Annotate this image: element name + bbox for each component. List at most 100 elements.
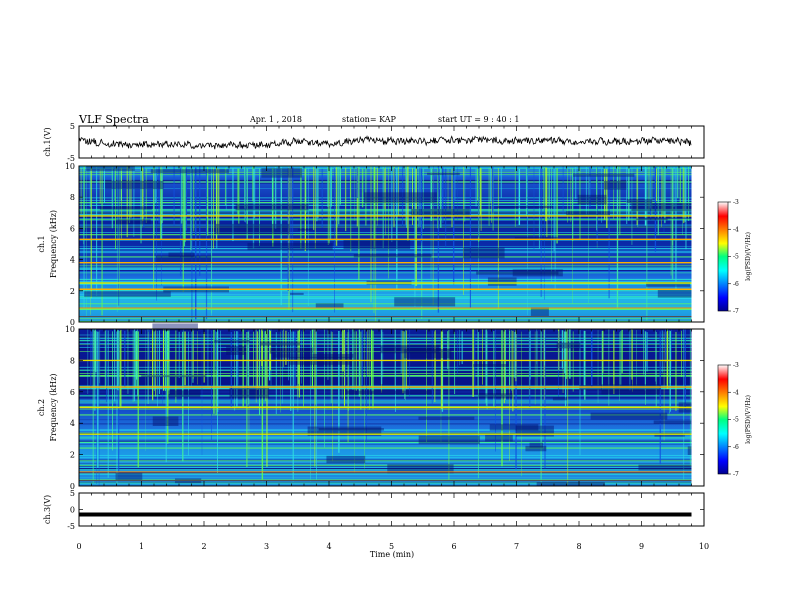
y-tick-label: 2 [70, 287, 75, 296]
low-power-patch [84, 291, 171, 297]
frequency-axis-label: Frequency (kHz) [49, 373, 58, 441]
colorbar: -7 -6 -5 -4 -3 log(PSD)(V²/Hz) [717, 362, 752, 478]
y-tick-label: 4 [70, 419, 75, 428]
colorbar-tick-label: -5 [733, 417, 739, 424]
spectrogram-image [78, 323, 692, 486]
low-power-patch [411, 208, 470, 217]
low-power-patch [380, 345, 440, 354]
colorbar-tick-label: -6 [733, 281, 739, 288]
low-power-patch [150, 169, 229, 174]
colorbar-tick-label: -4 [733, 226, 739, 233]
channel-label: ch.2 [37, 399, 46, 416]
colorbar-tick-label: -4 [733, 389, 739, 396]
low-power-patch [489, 424, 539, 431]
low-power-patch [403, 348, 452, 359]
low-power-patch [326, 455, 366, 464]
low-power-patch [346, 390, 432, 395]
low-power-patch [315, 303, 344, 308]
x-axis-label: Time (min) [370, 550, 414, 559]
low-power-patch [487, 277, 517, 286]
low-power-patch [418, 416, 475, 420]
low-power-patch [214, 223, 290, 235]
low-power-patch [168, 390, 201, 397]
low-power-patch [473, 364, 509, 367]
low-power-patch [115, 472, 143, 481]
low-power-patch [229, 388, 270, 399]
y-tick-label: 8 [70, 356, 75, 365]
y-tick-label: 0 [70, 506, 75, 515]
ch1-waveform-panel: 5 -5 ch.1(V) [43, 122, 705, 163]
low-power-patch [525, 445, 547, 452]
low-power-patch [261, 168, 302, 178]
low-power-patch [601, 384, 661, 395]
low-power-patch [654, 433, 685, 437]
low-power-patch [476, 271, 559, 275]
low-power-patch [247, 242, 333, 251]
low-power-patch [529, 442, 543, 448]
figure-title: VLF Spectra [78, 113, 149, 126]
low-power-patch [530, 307, 549, 317]
low-power-patch [573, 173, 635, 177]
low-power-patch [638, 464, 692, 471]
y-tick-label: 2 [70, 451, 75, 460]
channel-label: ch.1 [37, 235, 46, 252]
low-power-patch [363, 192, 437, 203]
x-tick-label: 3 [264, 542, 269, 551]
y-tick-label: -5 [67, 522, 75, 531]
x-tick-label: 2 [201, 542, 206, 551]
low-power-patch [318, 428, 384, 431]
low-power-patch [152, 416, 179, 426]
low-power-patch [343, 238, 411, 250]
low-power-patch [515, 425, 554, 437]
low-power-patch [394, 297, 456, 307]
low-power-patch [478, 393, 513, 399]
x-tick-label: 4 [326, 542, 331, 551]
colorbar-tick-label: -7 [733, 471, 739, 478]
y-tick-label: 10 [65, 325, 75, 334]
low-power-patch [566, 211, 610, 216]
low-power-patch [353, 254, 432, 258]
x-tick-label: 10 [699, 542, 709, 551]
x-tick-label: 5 [389, 542, 394, 551]
low-power-patch [552, 397, 567, 401]
low-power-patch [653, 420, 692, 424]
low-power-patch [168, 252, 195, 258]
low-power-patch [577, 194, 607, 205]
low-power-patch [590, 412, 668, 420]
low-power-patch [556, 342, 581, 349]
low-power-patch [226, 346, 246, 355]
ch1-waveform-line [78, 135, 692, 150]
colorbar-tick-label: -3 [733, 362, 739, 369]
y-tick-label: -5 [67, 154, 75, 163]
colorbar-tick-label: -5 [733, 254, 739, 261]
low-power-patch [631, 202, 692, 212]
low-power-patch [604, 181, 627, 190]
low-power-patch [105, 180, 164, 190]
low-power-patch [485, 434, 513, 442]
low-power-patch [307, 426, 382, 436]
ch1-spectrogram-panel: 0 2 4 6 8 10 ch.1 Frequency (kHz) -7 -6 -5 -4 -3 log(… [37, 162, 752, 327]
x-tick-label: 6 [451, 542, 456, 551]
y-tick-label: 4 [70, 256, 75, 265]
low-power-patch [99, 206, 152, 210]
y-tick-label: 5 [70, 122, 75, 131]
y-tick-label: 0 [70, 318, 75, 327]
low-power-patch [155, 255, 212, 264]
ch1-y-label: ch.1(V) [43, 127, 52, 156]
low-power-patch [657, 288, 692, 298]
low-power-patch [638, 217, 692, 220]
low-power-patch [235, 203, 309, 211]
ch2-spectrogram-panel: 0 2 4 6 8 10 ch.2 Frequency (kHz) -7 -6 -5 -4 -3 log(… [37, 323, 752, 491]
date-label: Apr. 1 , 2018 [249, 115, 302, 124]
low-power-patch [269, 347, 313, 354]
station-label: station= KAP [342, 115, 397, 124]
low-power-patch [259, 341, 300, 346]
low-power-patch [687, 446, 692, 455]
low-power-patch [636, 218, 668, 221]
y-tick-label: 6 [70, 224, 75, 233]
low-power-patch [141, 375, 207, 378]
low-power-patch [387, 464, 454, 474]
ch3-waveform-panel: 5 0 -5 ch.3(V) [43, 489, 705, 531]
low-power-patch [512, 269, 563, 277]
colorbar-tick-label: -3 [733, 199, 739, 206]
